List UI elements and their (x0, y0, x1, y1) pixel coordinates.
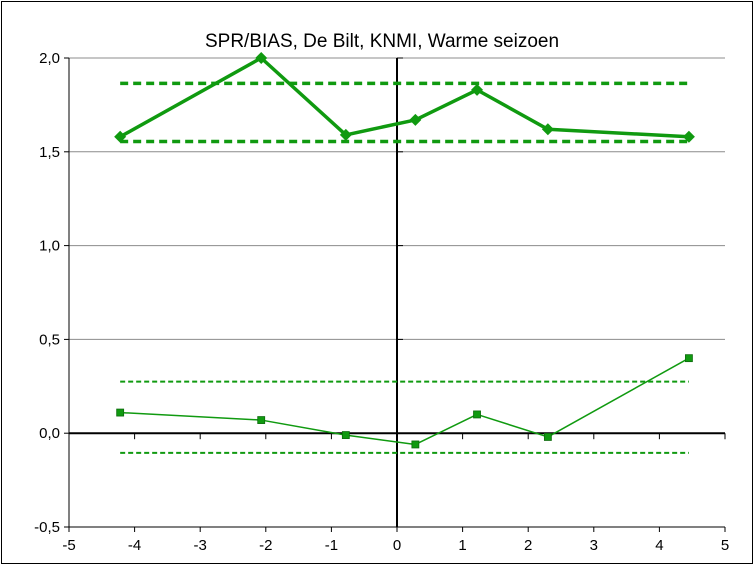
axes (64, 57, 726, 532)
series-1-line (119, 56, 690, 139)
y-tick-label: 1,0 (39, 238, 60, 255)
y-tick-label: 1,5 (39, 144, 60, 161)
x-tick-label: -1 (325, 537, 338, 554)
series-2-line (120, 357, 690, 446)
x-tick-label: 0 (393, 537, 401, 554)
y-tick-labels: -0,5 0,0 0,5 1,0 1,5 2,0 (34, 50, 60, 536)
x-tick-label: 3 (590, 537, 598, 554)
x-tick-label: -4 (128, 537, 141, 554)
series-1-point (114, 130, 127, 143)
y-tick-label: 2,0 (39, 50, 60, 67)
x-tick-labels: -5 -4 -3 -2 -1 0 1 2 3 4 5 (62, 537, 729, 554)
series-1-point (409, 113, 422, 126)
series-2-point (473, 410, 481, 419)
series-2-point (543, 433, 552, 441)
series-2-point (685, 354, 693, 363)
series-2-point (341, 431, 350, 439)
y-tick-label: -0,5 (34, 519, 60, 536)
chart-title: SPR/BIAS, De Bilt, KNMI, Warme seizoen (205, 31, 559, 52)
x-tick-label: 5 (721, 537, 729, 554)
series-2-point (116, 408, 125, 417)
series-1-point (255, 52, 268, 64)
data-series (114, 52, 695, 449)
x-tick-label: -2 (259, 537, 272, 554)
series-1-point (339, 128, 352, 141)
y-tick-label: 0,5 (39, 331, 60, 348)
y-tick-label: 0,0 (39, 425, 60, 442)
x-tick-label: -3 (194, 537, 207, 554)
series-1-point (682, 130, 695, 143)
series-1-point (541, 123, 554, 136)
reference-lines (120, 81, 689, 454)
x-tick-label: -5 (62, 537, 75, 554)
series-2-point (257, 416, 266, 424)
series-1-point (471, 83, 484, 96)
x-tick-label: 2 (524, 537, 532, 554)
series-2-point (411, 440, 420, 449)
x-tick-label: 1 (458, 537, 466, 554)
x-tick-label: 4 (655, 537, 663, 554)
